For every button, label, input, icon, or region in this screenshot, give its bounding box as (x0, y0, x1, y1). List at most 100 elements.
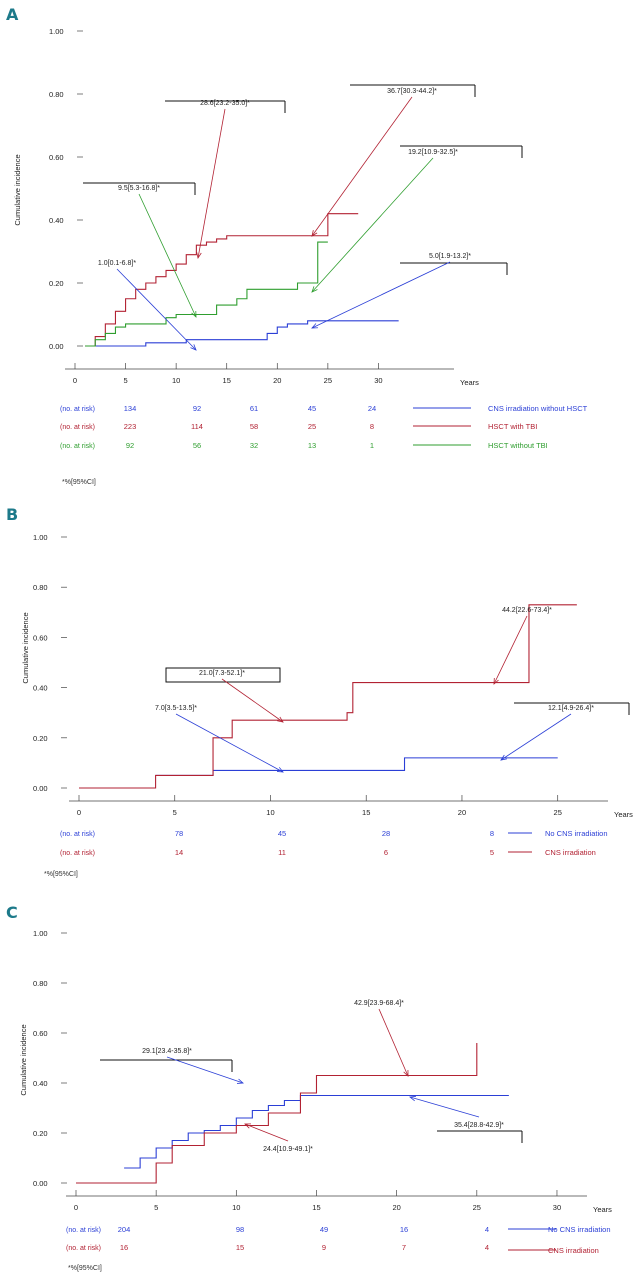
annotation-arrowhead (244, 1123, 252, 1129)
legend-label: CNS irradiation (548, 1246, 599, 1255)
risk-row-label: (no. at risk) (60, 831, 95, 838)
y-tick-label: 0.00 (49, 342, 64, 351)
risk-value: 61 (250, 404, 258, 413)
x-axis-label: Years (593, 1205, 612, 1214)
annotation-label: 24.4[10.9-49.1]* (263, 1146, 313, 1153)
risk-value: 13 (308, 441, 316, 450)
x-tick-label: 10 (172, 376, 180, 385)
y-tick-label: 0.80 (33, 979, 48, 988)
annotation-arrowhead (311, 323, 319, 329)
annotation-arrow (311, 157, 434, 293)
y-axis-label: Cumulative incidence (21, 612, 30, 683)
risk-value: 24 (368, 404, 376, 413)
annotation-arrow (175, 713, 284, 773)
panel-c: C 0.00 0.20 0.40 0.60 0.80 1.00 0 5 10 15 20 25 30 Yea… (6, 903, 612, 1255)
y-tick-label: 0.80 (49, 90, 64, 99)
series-line-red (76, 1043, 478, 1184)
x-tick-label: 10 (266, 808, 274, 817)
annotation-arrow (500, 713, 572, 761)
legend-label: HSCT without TBI (488, 441, 548, 450)
x-tick-label: 5 (154, 1203, 158, 1212)
risk-value: 92 (126, 441, 134, 450)
legend-label: CNS irradiation (545, 848, 596, 857)
x-tick-label: 15 (312, 1203, 320, 1212)
annotation-arrow (311, 261, 451, 329)
risk-value: 5 (490, 848, 494, 857)
risk-value: 32 (250, 441, 258, 450)
footnote-a: *%[95%CI] (62, 479, 96, 486)
x-tick-label: 25 (324, 376, 332, 385)
annotation-arrowhead (409, 1095, 417, 1102)
annotation-arrow (493, 615, 528, 685)
x-tick-label: 5 (123, 376, 127, 385)
panel-b: B 0.00 0.20 0.40 0.60 0.80 1.00 0 5 10 15 20 25 Years… (6, 505, 633, 857)
risk-value: 9 (322, 1243, 326, 1252)
annotation-arrow (221, 678, 284, 723)
annotation-arrowhead (276, 767, 284, 773)
y-tick-label: 0.60 (33, 1029, 48, 1038)
risk-value: 49 (320, 1225, 328, 1234)
legend-label: CNS irradiation without HSCT (488, 404, 588, 413)
annotation-label: 42.9[23.9-68.4]* (354, 1000, 404, 1007)
risk-value: 28 (382, 829, 390, 838)
risk-value: 25 (308, 422, 316, 431)
annotation-label: 9.5[5.3-16.8]* (118, 185, 160, 192)
x-tick-label: 25 (554, 808, 562, 817)
risk-value: 4 (485, 1225, 489, 1234)
y-tick-label: 0.60 (49, 153, 64, 162)
risk-value: 15 (236, 1243, 244, 1252)
series-line-blue (124, 1094, 509, 1169)
annotation-label: 44.2[22.6-73.4]* (502, 607, 552, 614)
annotation-arrowhead (493, 677, 499, 685)
x-tick-label: 0 (74, 1203, 78, 1212)
panel-letter: B (6, 505, 18, 524)
panel-letter: A (6, 5, 19, 24)
risk-row-label: (no. at risk) (60, 850, 95, 857)
risk-row-label: (no. at risk) (60, 424, 95, 431)
risk-value: 7 (402, 1243, 406, 1252)
annotation-arrowhead (190, 344, 197, 351)
panel-letter: C (6, 903, 18, 922)
y-tick-label: 0.00 (33, 784, 48, 793)
x-tick-label: 15 (362, 808, 370, 817)
risk-value: 45 (278, 829, 286, 838)
y-axis-label: Cumulative incidence (13, 154, 22, 225)
risk-value: 223 (124, 422, 137, 431)
series-line-blue (85, 320, 399, 347)
annotation-label: 35.4[28.8-42.9]* (454, 1122, 504, 1129)
legend-label: No CNS irradiation (545, 829, 608, 838)
annotation-arrowhead (311, 230, 318, 237)
annotation-arrowhead (277, 716, 284, 723)
footnote-b: *%[95%CI] (44, 871, 78, 878)
annotation-arrowhead (196, 252, 202, 260)
annotation-arrow (166, 1056, 244, 1084)
risk-value: 16 (120, 1243, 128, 1252)
y-tick-label: 0.40 (33, 684, 48, 693)
y-tick-label: 0.00 (33, 1179, 48, 1188)
risk-row-label: (no. at risk) (60, 406, 95, 413)
risk-value: 204 (118, 1225, 131, 1234)
annotation-label: 1.0[0.1-6.8]* (98, 260, 136, 267)
annotation-label: 19.2[10.9-32.5]* (408, 149, 458, 156)
y-tick-label: 0.40 (33, 1079, 48, 1088)
x-tick-label: 0 (73, 376, 77, 385)
risk-value: 11 (278, 848, 286, 857)
annotation-arrowhead (236, 1078, 244, 1084)
risk-value: 6 (384, 848, 388, 857)
risk-value: 1 (370, 441, 374, 450)
y-tick-label: 1.00 (33, 533, 48, 542)
annotation-arrow (116, 268, 197, 351)
y-tick-label: 0.20 (33, 734, 48, 743)
annotation-arrowhead (311, 286, 318, 293)
risk-value: 14 (175, 848, 183, 857)
risk-value: 134 (124, 404, 137, 413)
panel-a: A 0.00 0.20 0.40 0.60 0.80 1.00 0 5 10 15 20 25 30 Yea… (6, 5, 588, 450)
annotation-label: 7.0[3.5-13.5]* (155, 705, 197, 712)
annotation-arrowhead (191, 310, 197, 318)
x-tick-label: 20 (273, 376, 281, 385)
risk-value: 45 (308, 404, 316, 413)
risk-value: 114 (191, 422, 203, 431)
risk-value: 58 (250, 422, 258, 431)
annotation-arrow (244, 1123, 289, 1142)
risk-row-label: (no. at risk) (66, 1227, 101, 1234)
